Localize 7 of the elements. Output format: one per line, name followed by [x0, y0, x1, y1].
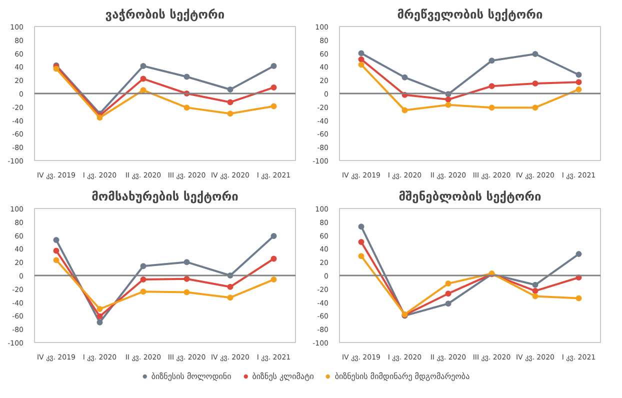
chart-title: ვაჭრობის სექტორი	[105, 8, 225, 22]
legend-label: ბიზნეს კლიმატი	[252, 372, 314, 380]
chart-title: მომსახურების სექტორი	[92, 190, 239, 204]
chart-title: მრეწველობის სექტორი	[397, 8, 544, 22]
chart-title: მშენებლობის სექტორი	[398, 190, 542, 204]
legend-label: ბიზნესის მიმდინარე მდგომარეობა	[334, 372, 470, 380]
legend-label: ბიზნესის მოლოდინი	[151, 372, 232, 380]
